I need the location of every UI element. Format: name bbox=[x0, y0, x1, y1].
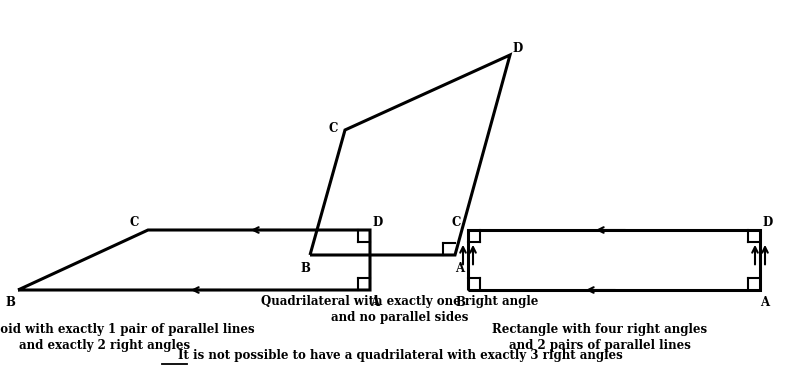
Text: A: A bbox=[455, 262, 465, 275]
Text: D: D bbox=[763, 217, 773, 230]
Text: C: C bbox=[328, 121, 338, 134]
Text: and no parallel sides: and no parallel sides bbox=[331, 311, 469, 324]
Text: A: A bbox=[370, 297, 379, 310]
Text: B: B bbox=[455, 297, 465, 310]
Text: Quadrilateral with exactly one right angle: Quadrilateral with exactly one right ang… bbox=[262, 296, 538, 308]
Text: B: B bbox=[5, 297, 15, 310]
Text: and 2 pairs of parallel lines: and 2 pairs of parallel lines bbox=[509, 339, 691, 352]
Text: and exactly 2 right angles: and exactly 2 right angles bbox=[19, 339, 190, 352]
Text: Trapezoid with exactly 1 pair of parallel lines: Trapezoid with exactly 1 pair of paralle… bbox=[0, 324, 254, 337]
Text: C: C bbox=[451, 217, 461, 230]
Text: B: B bbox=[300, 262, 310, 275]
Text: It is not possible to have a quadrilateral with exactly 3 right angles: It is not possible to have a quadrilater… bbox=[178, 349, 622, 362]
Text: D: D bbox=[373, 217, 383, 230]
Text: C: C bbox=[130, 217, 138, 230]
Text: Rectangle with four right angles: Rectangle with four right angles bbox=[493, 324, 707, 337]
Text: D: D bbox=[513, 41, 523, 55]
Text: A: A bbox=[761, 297, 770, 310]
